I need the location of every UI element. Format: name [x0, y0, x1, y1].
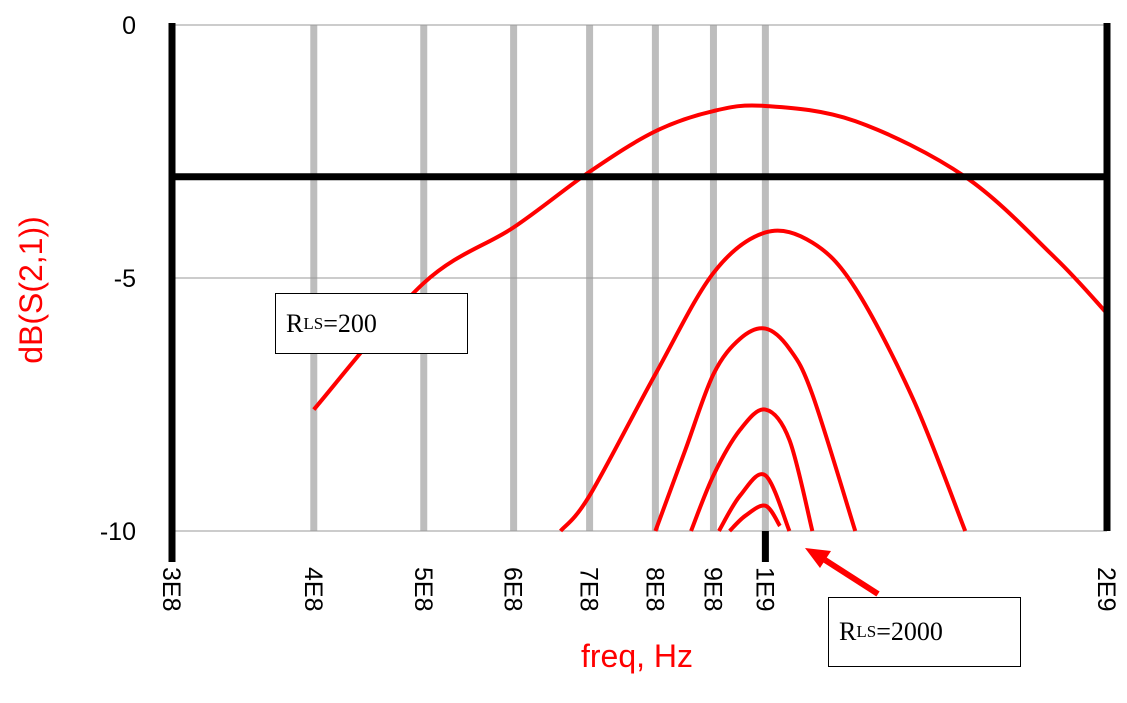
x-tick-label: 9E8 [698, 567, 726, 611]
y-tick-label: -5 [114, 265, 136, 293]
y-axis-label: dB(S(2,1)) [13, 216, 49, 364]
series-line [689, 407, 815, 532]
series-line [728, 503, 782, 533]
y-tick-label: -10 [100, 518, 136, 546]
annotation-subscript: LS [856, 622, 877, 641]
series-line [559, 228, 968, 533]
axis-frame [168, 23, 1111, 562]
arrow-shaft [823, 557, 880, 597]
annotation-rls-200: R LS =200 [275, 293, 468, 354]
x-tick-label: 3E8 [157, 567, 185, 611]
annotation-subscript: LS [303, 313, 324, 333]
annotation-rls-2000: R LS =2000 [828, 597, 1021, 667]
arrow-head [805, 548, 831, 568]
x-tick-label: 4E8 [299, 567, 327, 611]
x-axis-label: freq, Hz [581, 638, 693, 674]
annotation-arrow [805, 548, 880, 597]
annotation-r: R [286, 308, 304, 338]
x-tick-label: 1E9 [750, 567, 778, 611]
annotation-r: R [839, 617, 857, 646]
x-tick-label: 8E8 [640, 567, 668, 611]
x-tick-labels: 3E8 4E8 5E8 6E8 7E8 8E8 9E8 1E9 2E9 [157, 567, 1120, 611]
data-series [312, 103, 1109, 533]
x-tick-label: 7E8 [575, 567, 603, 611]
x-tick-label: 5E8 [409, 567, 437, 611]
series-line [312, 103, 1109, 411]
annotation-value: =2000 [876, 617, 943, 646]
x-tick-label: 2E9 [1092, 567, 1120, 611]
y-tick-label: 0 [122, 12, 136, 40]
series-line [717, 472, 792, 533]
series-line [653, 326, 858, 532]
horizontal-gridlines [172, 24, 1107, 532]
x-tick-label: 6E8 [499, 567, 527, 611]
annotation-value: =200 [323, 308, 377, 338]
y-tick-labels: 0 -5 -10 [100, 12, 136, 546]
